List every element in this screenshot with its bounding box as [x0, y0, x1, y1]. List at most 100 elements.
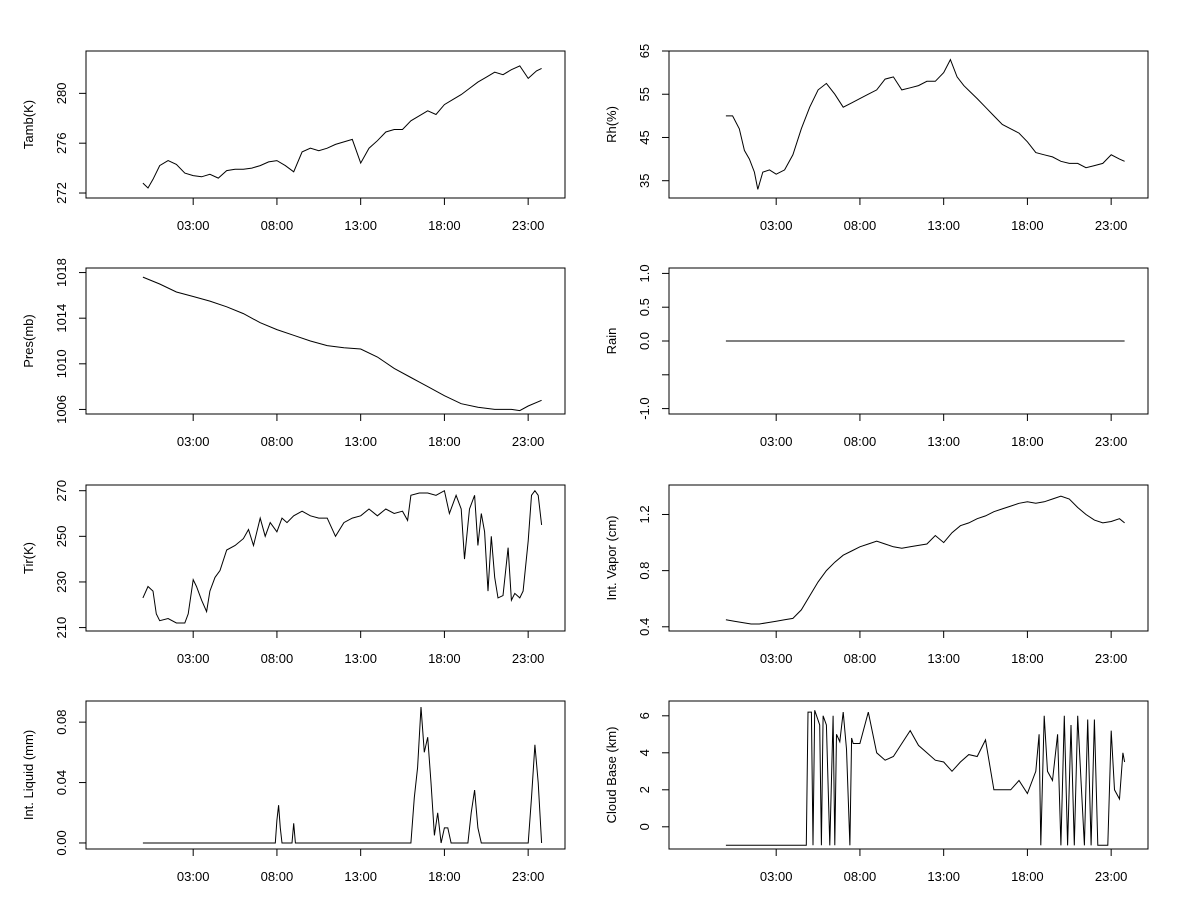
x-tick-label: 13:00 — [927, 869, 960, 884]
x-tick-label: 03:00 — [760, 434, 793, 449]
y-tick-label: 35 — [637, 173, 652, 187]
y-tick-label: 272 — [54, 182, 69, 204]
x-tick-label: 23:00 — [512, 651, 545, 666]
plot-frame — [85, 267, 566, 415]
y-tick-label: 0 — [637, 823, 652, 830]
series-line — [142, 706, 543, 844]
y-tick-label: 0.0 — [637, 332, 652, 350]
y-axis-label: Rh(%) — [604, 106, 619, 143]
x-tick-label: 18:00 — [1011, 218, 1044, 233]
panel-2: 03:00 08:00 13:00 18:00 23:00 35 45 55 65 Rh(%) — [604, 44, 1149, 233]
plot-frame — [85, 700, 566, 850]
x-tick-label: 03:00 — [177, 651, 210, 666]
y-axis-label: Rain — [604, 328, 619, 355]
x-tick-label: 23:00 — [1095, 651, 1128, 666]
panel-1: 03:00 08:00 13:00 18:00 23:00 272 276 280 Tamb(K… — [21, 50, 566, 233]
y-tick-label: 1014 — [54, 304, 69, 333]
y-tick-label: 0.4 — [637, 618, 652, 636]
series-line — [725, 495, 1125, 625]
x-tick-label: 13:00 — [927, 434, 960, 449]
x-tick-label: 13:00 — [927, 651, 960, 666]
panel-3: 03:00 08:00 13:00 18:00 23:00 1006 1010 1014 101… — [21, 258, 566, 449]
x-tick-label: 13:00 — [344, 434, 377, 449]
y-axis-label: Tamb(K) — [21, 100, 36, 149]
panel-7: 03:00 08:00 13:00 18:00 23:00 0.00 0.04 0.08 Int… — [21, 700, 566, 884]
series-line — [725, 58, 1125, 190]
y-tick-label: 1006 — [54, 395, 69, 424]
y-tick-label: 250 — [54, 525, 69, 547]
x-tick-label: 23:00 — [1095, 218, 1128, 233]
x-tick-label: 08:00 — [844, 869, 877, 884]
y-tick-label: 230 — [54, 571, 69, 593]
x-tick-label: 18:00 — [1011, 434, 1044, 449]
x-tick-label: 08:00 — [261, 218, 294, 233]
x-tick-label: 13:00 — [344, 218, 377, 233]
x-tick-label: 08:00 — [261, 434, 294, 449]
y-tick-label: 0.08 — [54, 709, 69, 734]
x-tick-label: 03:00 — [177, 218, 210, 233]
y-axis-label: Cloud Base (km) — [604, 727, 619, 824]
x-tick-label: 18:00 — [1011, 651, 1044, 666]
x-tick-label: 23:00 — [1095, 869, 1128, 884]
y-tick-label: 0.04 — [54, 770, 69, 795]
y-tick-label: 1.0 — [637, 264, 652, 282]
x-tick-label: 18:00 — [1011, 869, 1044, 884]
plot-frame — [85, 50, 566, 199]
panel-8: 03:00 08:00 13:00 18:00 23:00 0 2 4 6 Cloud Base … — [604, 700, 1149, 884]
x-tick-label: 03:00 — [760, 869, 793, 884]
x-tick-label: 08:00 — [261, 869, 294, 884]
plot-frame — [668, 484, 1149, 632]
panel-4: 03:00 08:00 13:00 18:00 23:00 -1.0 0.0 0.5 1.0 Ra… — [604, 264, 1149, 449]
y-tick-label: 210 — [54, 617, 69, 639]
y-axis-label: Int. Liquid (mm) — [21, 730, 36, 820]
y-tick-label: 280 — [54, 83, 69, 105]
x-tick-label: 23:00 — [512, 869, 545, 884]
y-tick-label: 1010 — [54, 349, 69, 378]
panel-5: 03:00 08:00 13:00 18:00 23:00 210 230 250 270 Tir… — [21, 480, 566, 666]
x-tick-label: 13:00 — [927, 218, 960, 233]
y-tick-label: 4 — [637, 749, 652, 756]
panel-6: 03:00 08:00 13:00 18:00 23:00 0.4 0.8 1.2 Int. V… — [604, 484, 1149, 666]
series-line — [142, 276, 542, 412]
x-tick-label: 08:00 — [261, 651, 294, 666]
y-tick-label: 0.8 — [637, 562, 652, 580]
x-tick-label: 18:00 — [428, 434, 461, 449]
plot-frame — [668, 700, 1149, 850]
y-tick-label: 1018 — [54, 258, 69, 287]
x-tick-label: 13:00 — [344, 869, 377, 884]
x-tick-label: 18:00 — [428, 869, 461, 884]
x-tick-label: 23:00 — [512, 218, 545, 233]
x-tick-label: 03:00 — [760, 651, 793, 666]
plot-frame — [85, 484, 566, 632]
x-tick-label: 13:00 — [344, 651, 377, 666]
x-tick-label: 23:00 — [512, 434, 545, 449]
x-tick-label: 18:00 — [428, 651, 461, 666]
x-tick-label: 23:00 — [1095, 434, 1128, 449]
y-tick-label: 45 — [637, 130, 652, 144]
y-axis-label: Tir(K) — [21, 542, 36, 574]
x-tick-label: 08:00 — [844, 651, 877, 666]
x-tick-label: 03:00 — [177, 434, 210, 449]
y-tick-label: 65 — [637, 44, 652, 58]
series-line — [725, 710, 1126, 846]
y-tick-label: 0.00 — [54, 830, 69, 855]
x-tick-label: 18:00 — [428, 218, 461, 233]
y-axis-label: Int. Vapor (cm) — [604, 515, 619, 600]
x-tick-label: 08:00 — [844, 434, 877, 449]
y-tick-label: 55 — [637, 87, 652, 101]
y-tick-label: 0.5 — [637, 298, 652, 316]
y-tick-label: 6 — [637, 712, 652, 719]
x-tick-label: 03:00 — [760, 218, 793, 233]
plot-frame — [668, 50, 1149, 199]
y-tick-label: 2 — [637, 786, 652, 793]
y-tick-label: 276 — [54, 132, 69, 154]
y-tick-label: 1.2 — [637, 505, 652, 523]
y-axis-label: Pres(mb) — [21, 314, 36, 367]
series-line — [142, 65, 542, 189]
series-line — [142, 489, 543, 624]
x-tick-label: 03:00 — [177, 869, 210, 884]
y-tick-label: 270 — [54, 480, 69, 502]
x-tick-label: 08:00 — [844, 218, 877, 233]
y-tick-label: -1.0 — [637, 397, 652, 419]
